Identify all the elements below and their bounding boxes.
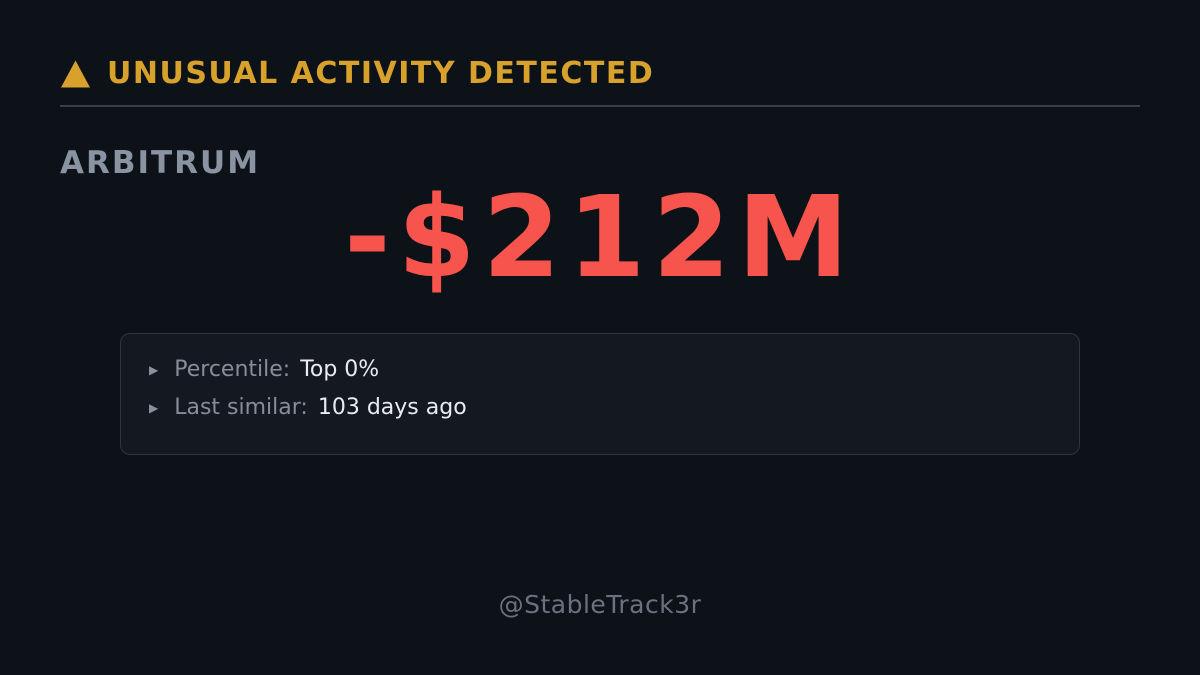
alert-title: UNUSUAL ACTIVITY DETECTED: [107, 56, 655, 91]
watermark-handle: @StableTrack3r: [498, 590, 702, 619]
detail-label: Last similar:: [174, 395, 308, 420]
amount-value: -$212M: [344, 173, 856, 303]
network-name: ARBITRUM: [60, 145, 261, 181]
details-panel: ▶ Percentile: Top 0% ▶ Last similar: 103…: [120, 333, 1080, 455]
triangle-bullet-icon: ▶: [149, 401, 159, 415]
alert-header: UNUSUAL ACTIVITY DETECTED: [60, 0, 1140, 92]
header-divider: [60, 105, 1140, 107]
detail-value: Top 0%: [300, 357, 380, 382]
triangle-bullet-icon: ▶: [149, 363, 159, 377]
detail-row-last-similar: ▶ Last similar: 103 days ago: [149, 394, 1051, 422]
warning-triangle-icon: [60, 59, 91, 89]
detail-value: 103 days ago: [317, 395, 467, 420]
detail-label: Percentile:: [174, 357, 291, 382]
detail-row-percentile: ▶ Percentile: Top 0%: [149, 356, 1051, 384]
